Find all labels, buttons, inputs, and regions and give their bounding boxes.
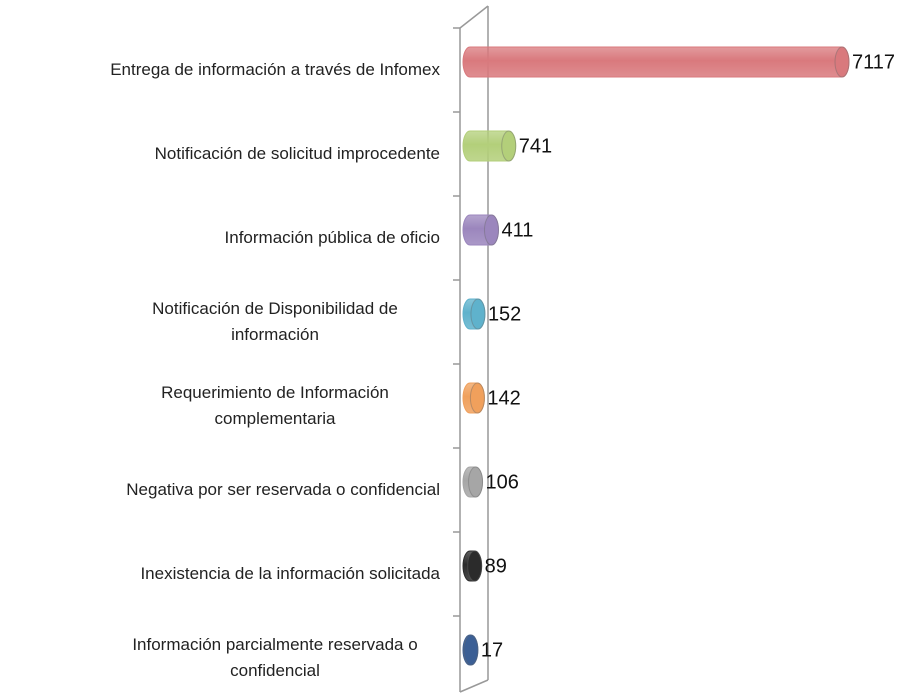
category-label: Entrega de información a través de Infom… [110, 60, 440, 79]
bar [462, 298, 486, 330]
bar-cap [467, 550, 483, 582]
value-label: 7117 [852, 51, 895, 73]
bar [462, 46, 850, 78]
category-label: Requerimiento de Información complementa… [161, 383, 389, 428]
value-label: 411 [501, 219, 533, 241]
bar-body [462, 46, 850, 78]
bar [462, 382, 485, 414]
bar-cap [469, 382, 485, 414]
category-label: Negativa por ser reservada o confidencia… [126, 480, 440, 499]
category-label: Inexistencia de la información solicitad… [140, 564, 440, 583]
bar-cap [463, 634, 479, 666]
bar-cap [834, 46, 850, 78]
category-label: Información parcialmente reservada o con… [132, 635, 418, 680]
category-label: Información pública de oficio [224, 228, 440, 247]
bar [462, 130, 517, 162]
bar [462, 466, 484, 498]
bar [462, 214, 499, 246]
value-label: 17 [481, 639, 503, 661]
bar [462, 634, 479, 666]
value-label: 106 [486, 471, 519, 493]
value-label: 89 [485, 555, 507, 577]
value-label: 152 [488, 303, 521, 325]
bar [462, 550, 483, 582]
value-label: 142 [487, 387, 520, 409]
bar-cap [468, 466, 484, 498]
bar-cap [483, 214, 499, 246]
category-label: Notificación de Disponibilidad de inform… [152, 299, 398, 344]
category-label: Notificación de solicitud improcedente [154, 144, 440, 163]
value-label: 741 [519, 135, 552, 157]
axis-wall [459, 679, 489, 693]
bar-cap [501, 130, 517, 162]
axis-wall [459, 5, 489, 29]
bar-cap [470, 298, 486, 330]
